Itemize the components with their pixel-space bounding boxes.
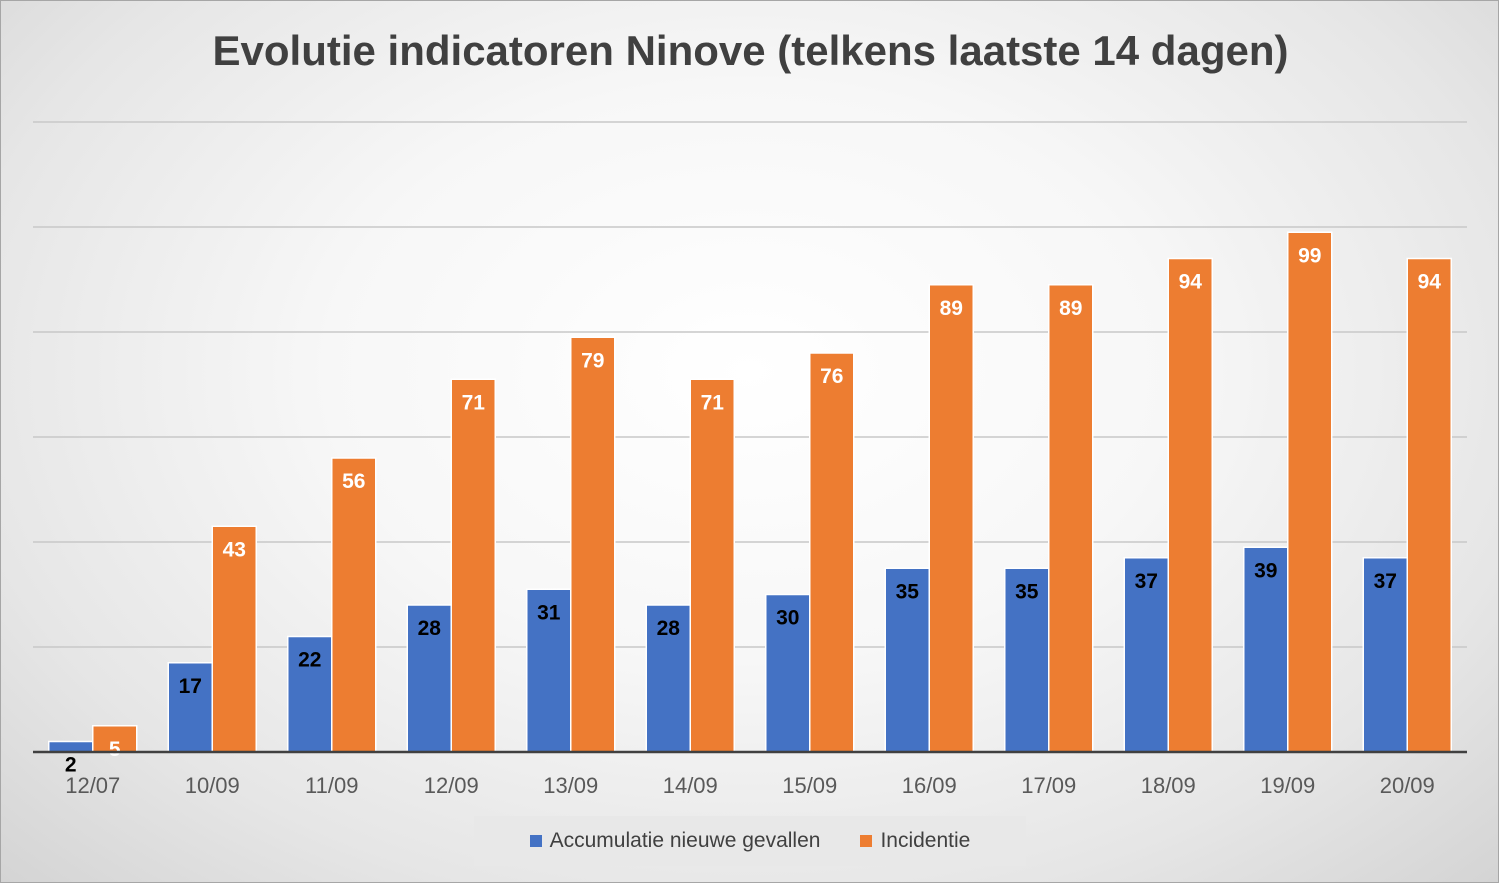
x-tick-label: 16/09 — [902, 773, 957, 798]
data-label-accumulatie: 30 — [776, 607, 799, 630]
data-label-accumulatie: 28 — [657, 617, 681, 640]
bar-accumulatie — [48, 740, 94, 753]
bar-incidentie — [809, 352, 855, 753]
data-label-incidentie: 94 — [1179, 271, 1203, 294]
data-label-incidentie: 71 — [462, 391, 486, 414]
legend-item-accumulatie: Accumulatie nieuwe gevallen — [529, 829, 821, 853]
data-label-accumulatie: 35 — [1015, 580, 1039, 603]
bar-incidentie — [331, 457, 377, 753]
data-label-incidentie: 94 — [1418, 271, 1442, 294]
chart-title: Evolutie indicatoren Ninove (telkens laa… — [212, 27, 1289, 74]
bar-incidentie — [1287, 231, 1333, 753]
data-label-incidentie: 56 — [342, 470, 365, 493]
data-label-accumulatie: 35 — [896, 580, 920, 603]
x-tick-label: 17/09 — [1021, 773, 1076, 798]
bar-incidentie — [1167, 257, 1213, 753]
bar-accumulatie — [765, 593, 811, 753]
data-label-accumulatie: 39 — [1254, 559, 1277, 582]
chart-legend: Accumulatie nieuwe gevallen Incidentie — [474, 816, 1026, 866]
bar-incidentie — [450, 378, 496, 753]
bar-accumulatie — [167, 662, 213, 753]
bar-accumulatie — [526, 588, 572, 753]
x-tick-label: 13/09 — [543, 773, 598, 798]
data-label-accumulatie: 17 — [179, 675, 202, 698]
bar-incidentie — [928, 284, 974, 753]
bar-accumulatie — [287, 635, 333, 753]
bar-accumulatie — [1243, 546, 1289, 753]
bar-incidentie — [1048, 284, 1094, 753]
bar-incidentie — [211, 525, 257, 753]
data-label-accumulatie: 22 — [298, 649, 321, 672]
data-label-incidentie: 43 — [223, 538, 246, 561]
legend-label-incidentie: Incidentie — [880, 829, 971, 852]
legend-swatch-accumulatie — [529, 835, 542, 847]
data-label-accumulatie: 2 — [65, 754, 77, 777]
x-tick-label: 12/09 — [424, 773, 479, 798]
x-tick-label: 15/09 — [782, 773, 837, 798]
data-label-incidentie: 99 — [1298, 244, 1321, 267]
x-tick-label: 20/09 — [1380, 773, 1435, 798]
legend-label-accumulatie: Accumulatie nieuwe gevallen — [549, 829, 821, 852]
data-label-incidentie: 5 — [109, 738, 121, 761]
bar-accumulatie — [1004, 567, 1050, 753]
data-label-accumulatie: 37 — [1135, 570, 1158, 593]
data-label-accumulatie: 37 — [1374, 570, 1397, 593]
x-tick-label: 18/09 — [1141, 773, 1196, 798]
data-label-accumulatie: 28 — [418, 617, 442, 640]
bar-incidentie — [689, 378, 735, 753]
data-label-incidentie: 71 — [701, 391, 725, 414]
bar-incidentie — [570, 336, 616, 753]
data-label-incidentie: 76 — [820, 365, 843, 388]
legend-swatch-incidentie — [860, 835, 873, 847]
data-label-incidentie: 89 — [1059, 297, 1082, 320]
data-label-accumulatie: 31 — [537, 601, 561, 624]
data-label-incidentie: 79 — [581, 349, 604, 372]
x-tick-label: 12/07 — [65, 773, 120, 798]
x-tick-label: 11/09 — [305, 773, 358, 798]
x-tick-label: 14/09 — [663, 773, 718, 798]
legend-item-incidentie: Incidentie — [860, 829, 970, 853]
x-tick-label: 19/09 — [1260, 773, 1315, 798]
bar-incidentie — [1406, 257, 1452, 753]
data-label-incidentie: 89 — [940, 297, 963, 320]
x-tick-label: 10/09 — [185, 773, 240, 798]
